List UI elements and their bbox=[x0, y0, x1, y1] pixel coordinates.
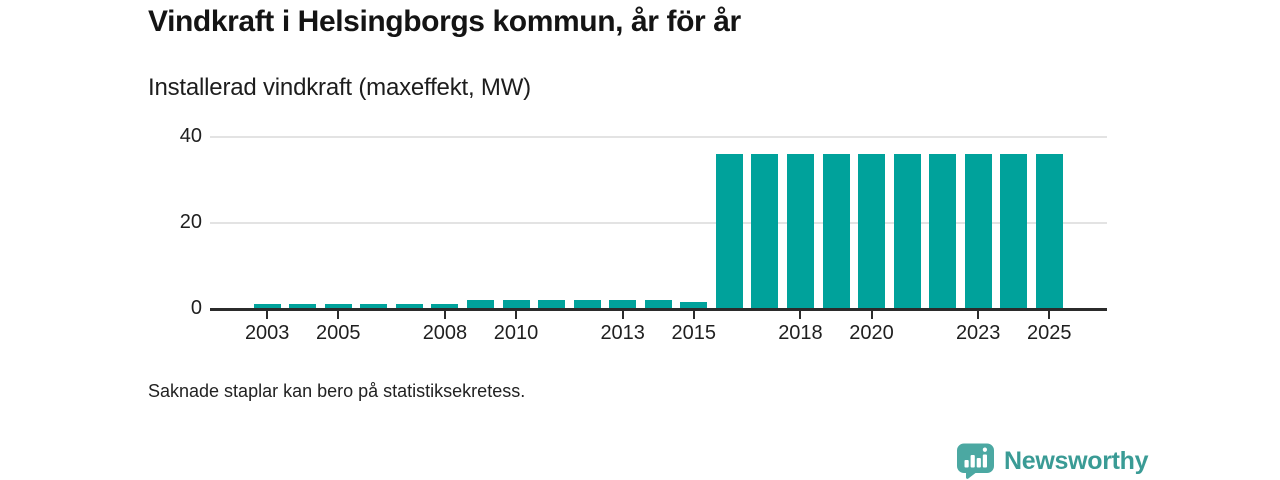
chart-bar-2020 bbox=[858, 154, 886, 310]
chart-bar-2022 bbox=[929, 154, 957, 310]
chart-bar-2018 bbox=[786, 154, 814, 310]
x-axis-tick-label: 2003 bbox=[244, 322, 290, 344]
x-axis-tick-2013 bbox=[621, 310, 624, 319]
x-axis-tick-label: 2005 bbox=[316, 322, 361, 344]
x-axis-tick-2005 bbox=[337, 310, 340, 319]
y-axis-tick-label: 40 bbox=[179, 125, 202, 147]
chart-bar-2011 bbox=[538, 300, 566, 310]
chart-bar-2007 bbox=[395, 304, 423, 310]
chart-bar-2012 bbox=[573, 300, 601, 310]
newsworthy-logo: Newsworthy bbox=[956, 443, 1149, 479]
x-axis-tick-label: 2025 bbox=[1027, 322, 1072, 344]
x-axis-tick-2008 bbox=[443, 310, 446, 319]
chart-bar-2004 bbox=[289, 304, 317, 310]
chart-bar-2006 bbox=[360, 304, 388, 310]
chart-bar-2003 bbox=[253, 304, 281, 310]
chart-footnote: Saknade staplar kan bero på statistiksek… bbox=[148, 381, 526, 401]
x-axis-tick-label: 2020 bbox=[849, 322, 894, 344]
chart-bar-2010 bbox=[502, 300, 530, 310]
logo-exclamation-dot bbox=[982, 447, 987, 452]
x-axis-tick-2015 bbox=[692, 310, 695, 319]
x-axis-tick-label: 2010 bbox=[493, 322, 539, 344]
newsworthy-logo-text: Newsworthy bbox=[1004, 446, 1149, 475]
x-axis-tick-label: 2018 bbox=[778, 322, 823, 344]
x-axis-tick-label: 2008 bbox=[422, 322, 468, 344]
chart-bar-2019 bbox=[822, 154, 850, 310]
x-axis-tick-label: 2023 bbox=[955, 322, 1001, 344]
x-axis-tick-2003 bbox=[266, 310, 269, 319]
chart-bar-2013 bbox=[609, 300, 637, 310]
chart-subtitle: Installerad vindkraft (maxeffekt, MW) bbox=[148, 74, 531, 101]
y-axis-tick-label: 20 bbox=[179, 211, 202, 233]
chart-bar-2023 bbox=[964, 154, 992, 310]
x-axis-tick-2018 bbox=[799, 310, 802, 319]
x-axis-tick-2010 bbox=[515, 310, 518, 319]
gridline-y40 bbox=[210, 136, 1107, 138]
y-axis-tick-label: 0 bbox=[190, 297, 202, 319]
logo-bar-small bbox=[964, 460, 969, 468]
chart-title: Vindkraft i Helsingborgs kommun, år för … bbox=[148, 5, 741, 38]
x-axis-tick-label: 2013 bbox=[600, 322, 645, 344]
chart-bar-2025 bbox=[1035, 154, 1063, 310]
chart-bar-2005 bbox=[324, 304, 352, 310]
chart-bar-2009 bbox=[467, 300, 494, 310]
x-axis-tick-2025 bbox=[1048, 310, 1051, 319]
chart-bar-2008 bbox=[431, 304, 459, 310]
logo-exclamation-stem bbox=[982, 454, 987, 468]
chart-bar-2015 bbox=[680, 302, 708, 310]
chart-bar-2017 bbox=[751, 154, 779, 310]
logo-bar-tall bbox=[970, 455, 975, 468]
x-axis-tick-2020 bbox=[870, 310, 873, 319]
chart-bar-2014 bbox=[644, 300, 672, 310]
x-axis-tick-2023 bbox=[977, 310, 980, 319]
x-axis-tick-label: 2015 bbox=[671, 322, 717, 344]
chart-bar-2021 bbox=[893, 154, 921, 310]
chart-bar-2024 bbox=[1000, 154, 1028, 310]
chart-bar-2016 bbox=[715, 154, 743, 310]
logo-bar-medium bbox=[976, 458, 981, 468]
gridline-y20 bbox=[210, 222, 1107, 224]
x-axis-line bbox=[210, 307, 1107, 311]
newsworthy-logo-icon bbox=[957, 443, 994, 479]
